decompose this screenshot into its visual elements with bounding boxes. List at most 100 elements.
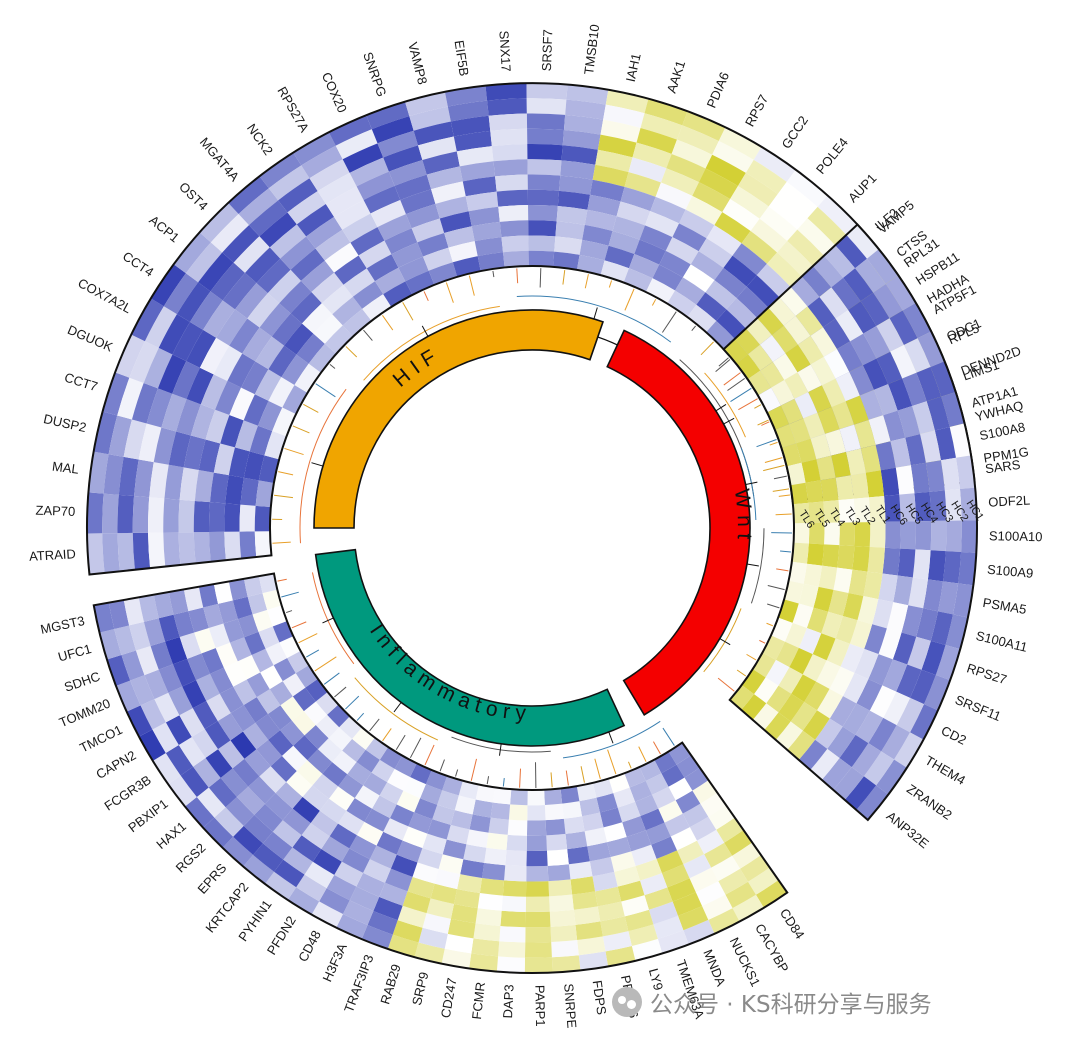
dendrogram-leaf	[662, 312, 676, 333]
heatmap-cell	[527, 820, 546, 836]
gene-label: AUP1	[845, 171, 879, 206]
gene-label: NUCKS1	[727, 935, 764, 989]
heatmap-cell	[503, 251, 529, 268]
dendrogram-leaf	[754, 405, 761, 409]
heatmap-cell	[527, 790, 544, 806]
heatmap-cell	[547, 849, 569, 866]
heatmap-cell	[117, 495, 134, 533]
heatmap-cell	[489, 114, 527, 131]
gene-label: ZRANB2	[904, 781, 955, 823]
heatmap-cell	[548, 864, 571, 881]
gene-label: S100A8	[978, 419, 1026, 443]
heatmap-cell	[255, 506, 271, 532]
gene-label: CCT4	[120, 248, 157, 279]
gene-label: SNX17	[496, 30, 513, 72]
heatmap-cell	[562, 801, 582, 819]
dendrogram-leaf	[609, 280, 611, 287]
heatmap-cell	[528, 236, 555, 252]
watermark: 公众号 · KS科研分享与服务	[612, 984, 932, 1020]
dendrogram-leaf	[424, 291, 428, 300]
dendrogram-leaf	[330, 364, 335, 368]
heatmap-cell	[224, 532, 241, 561]
heatmap-cell	[498, 205, 528, 222]
heatmap-cell	[527, 114, 565, 131]
heatmap-cell	[509, 804, 528, 820]
dendrogram-leaf	[628, 762, 631, 769]
heatmap-cell	[570, 876, 595, 894]
gene-label: COX20	[319, 70, 350, 115]
gene-label: SRSF7	[539, 29, 555, 71]
dendrogram-leaf	[410, 738, 421, 758]
dendrogram-leaf	[520, 769, 521, 788]
heatmap-cell	[567, 846, 590, 864]
gene-label: SRSF11	[953, 692, 1003, 724]
dendrogram-leaf	[292, 622, 306, 628]
heatmap-cell	[163, 532, 180, 566]
wechat-icon	[612, 987, 642, 1017]
heatmap-cell	[527, 83, 568, 100]
gene-label: THEM4	[922, 753, 968, 788]
gene-label: GCC2	[778, 113, 811, 151]
heatmap-cell	[497, 190, 528, 207]
dendrogram-leaf	[403, 302, 413, 320]
heatmap-cell	[898, 549, 916, 578]
gene-label: POLE4	[813, 135, 851, 177]
dendrogram-leaf	[382, 315, 392, 330]
heatmap-cell	[495, 175, 528, 192]
dendrogram-leaf	[471, 759, 476, 781]
heatmap-cell	[209, 502, 225, 532]
gene-label: NCK2	[244, 121, 276, 158]
dendrogram-leaf	[747, 654, 756, 660]
dendrogram-leaf	[493, 271, 494, 277]
heatmap-cell	[118, 533, 135, 571]
heatmap-cell	[946, 520, 962, 551]
gene-label: TRAF3IP3	[341, 952, 376, 1014]
dendrogram-leaf	[776, 514, 792, 515]
heatmap-cell	[510, 789, 528, 805]
dendrogram-leaf	[639, 747, 646, 762]
dendrogram-leaf	[731, 388, 752, 401]
heatmap-cell	[525, 927, 551, 943]
gene-label: SARS	[984, 457, 1021, 476]
heatmap-cell	[528, 220, 556, 236]
gene-label: RGS2	[173, 840, 209, 875]
gene-label: ODF2L	[988, 492, 1031, 509]
heatmap-cell	[851, 473, 869, 499]
heatmap-cell	[943, 551, 961, 583]
gene-label: S100A9	[986, 562, 1033, 581]
cluster-bar	[314, 310, 603, 528]
dendrogram-leaf	[293, 426, 310, 433]
gene-label: CACYBP	[752, 921, 791, 975]
dendrogram-leaf	[281, 592, 298, 597]
gene-label: EPRS	[194, 860, 229, 897]
heatmap-cell	[529, 251, 555, 267]
heatmap-cell	[148, 533, 165, 569]
heatmap-cell	[526, 896, 550, 912]
watermark-text: 公众号 · KS科研分享与服务	[650, 985, 932, 1019]
gene-label: CD2	[939, 723, 969, 748]
heatmap-cell	[224, 503, 240, 531]
gene-label: ZAP70	[35, 503, 75, 519]
heatmap-cell	[487, 98, 527, 115]
dendrogram-leaf	[370, 719, 380, 731]
heatmap-cell	[498, 941, 525, 957]
heatmap-cell	[527, 835, 547, 851]
dendrogram-leaf	[299, 634, 318, 643]
gene-label: SNRPG	[360, 50, 389, 99]
dendrogram-leaf	[396, 735, 405, 750]
heatmap-cell	[502, 896, 526, 912]
heatmap-cell	[505, 850, 526, 866]
gene-label: SDHC	[62, 669, 102, 695]
heatmap-cell	[527, 159, 561, 175]
dendrogram-leaf	[718, 678, 734, 691]
gene-label: PYHIN1	[235, 897, 274, 944]
heatmap-cell	[497, 956, 525, 973]
gene-label: CCT7	[63, 370, 100, 395]
heatmap-cell	[240, 505, 256, 532]
heatmap-cell	[528, 205, 558, 221]
dendrogram-leaf	[272, 542, 290, 543]
heatmap-cell	[551, 925, 578, 942]
gene-label: AAK1	[664, 59, 688, 95]
heatmap-cell	[490, 129, 527, 146]
